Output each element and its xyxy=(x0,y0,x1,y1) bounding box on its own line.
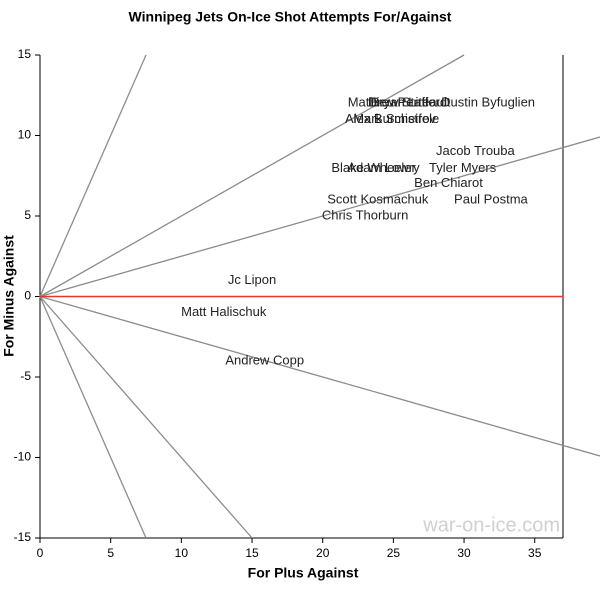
reference-line xyxy=(39,54,465,298)
player-label: Blake Wheeler xyxy=(331,160,416,175)
y-tick-label: 15 xyxy=(18,47,32,61)
x-tick-label: 10 xyxy=(175,546,189,560)
player-label: Jc Lipon xyxy=(228,272,276,287)
player-label: Bryan Little xyxy=(371,95,436,110)
y-tick-label: 10 xyxy=(18,128,32,142)
watermark: war-on-ice.com xyxy=(422,514,560,536)
player-label: Drew Stafford xyxy=(368,95,447,110)
player-label: Paul Postma xyxy=(454,191,528,206)
player-label: Scott Kosmachuk xyxy=(327,191,429,206)
y-tick-label: -10 xyxy=(14,450,32,464)
player-label: Mark Scheifele xyxy=(353,111,439,126)
x-tick-label: 25 xyxy=(387,546,401,560)
x-tick-label: 15 xyxy=(245,546,259,560)
y-tick-label: -15 xyxy=(14,530,32,544)
player-label: Mathieu Perreault xyxy=(348,95,451,110)
x-tick-label: 20 xyxy=(316,546,330,560)
player-label: Alex Burmistrov xyxy=(345,111,437,126)
x-axis-label: For Plus Against xyxy=(248,565,359,581)
reference-line xyxy=(39,296,147,539)
player-label: Adam Lowry xyxy=(347,160,420,175)
player-label: Tyler Myers xyxy=(429,160,497,175)
reference-line xyxy=(39,54,147,297)
x-tick-label: 0 xyxy=(37,546,44,560)
player-label: Chris Thorburn xyxy=(322,207,408,222)
x-tick-label: 35 xyxy=(528,546,542,560)
x-tick-label: 5 xyxy=(107,546,114,560)
x-tick-label: 30 xyxy=(457,546,471,560)
y-tick-label: -5 xyxy=(20,369,31,383)
player-label: Jacob Trouba xyxy=(436,143,516,158)
reference-line xyxy=(39,296,253,539)
chart-title: Winnipeg Jets On-Ice Shot Attempts For/A… xyxy=(129,9,452,25)
player-label: Dustin Byfuglien xyxy=(441,95,535,110)
y-axis-label: For Minus Against xyxy=(1,235,17,357)
player-label: Ben Chiarot xyxy=(414,175,483,190)
reference-line xyxy=(39,295,600,457)
y-tick-label: 0 xyxy=(24,289,31,303)
player-label: Andrew Copp xyxy=(225,352,304,367)
player-label: Matt Halischuk xyxy=(181,304,267,319)
reference-line xyxy=(39,136,600,298)
y-tick-label: 5 xyxy=(24,208,31,222)
